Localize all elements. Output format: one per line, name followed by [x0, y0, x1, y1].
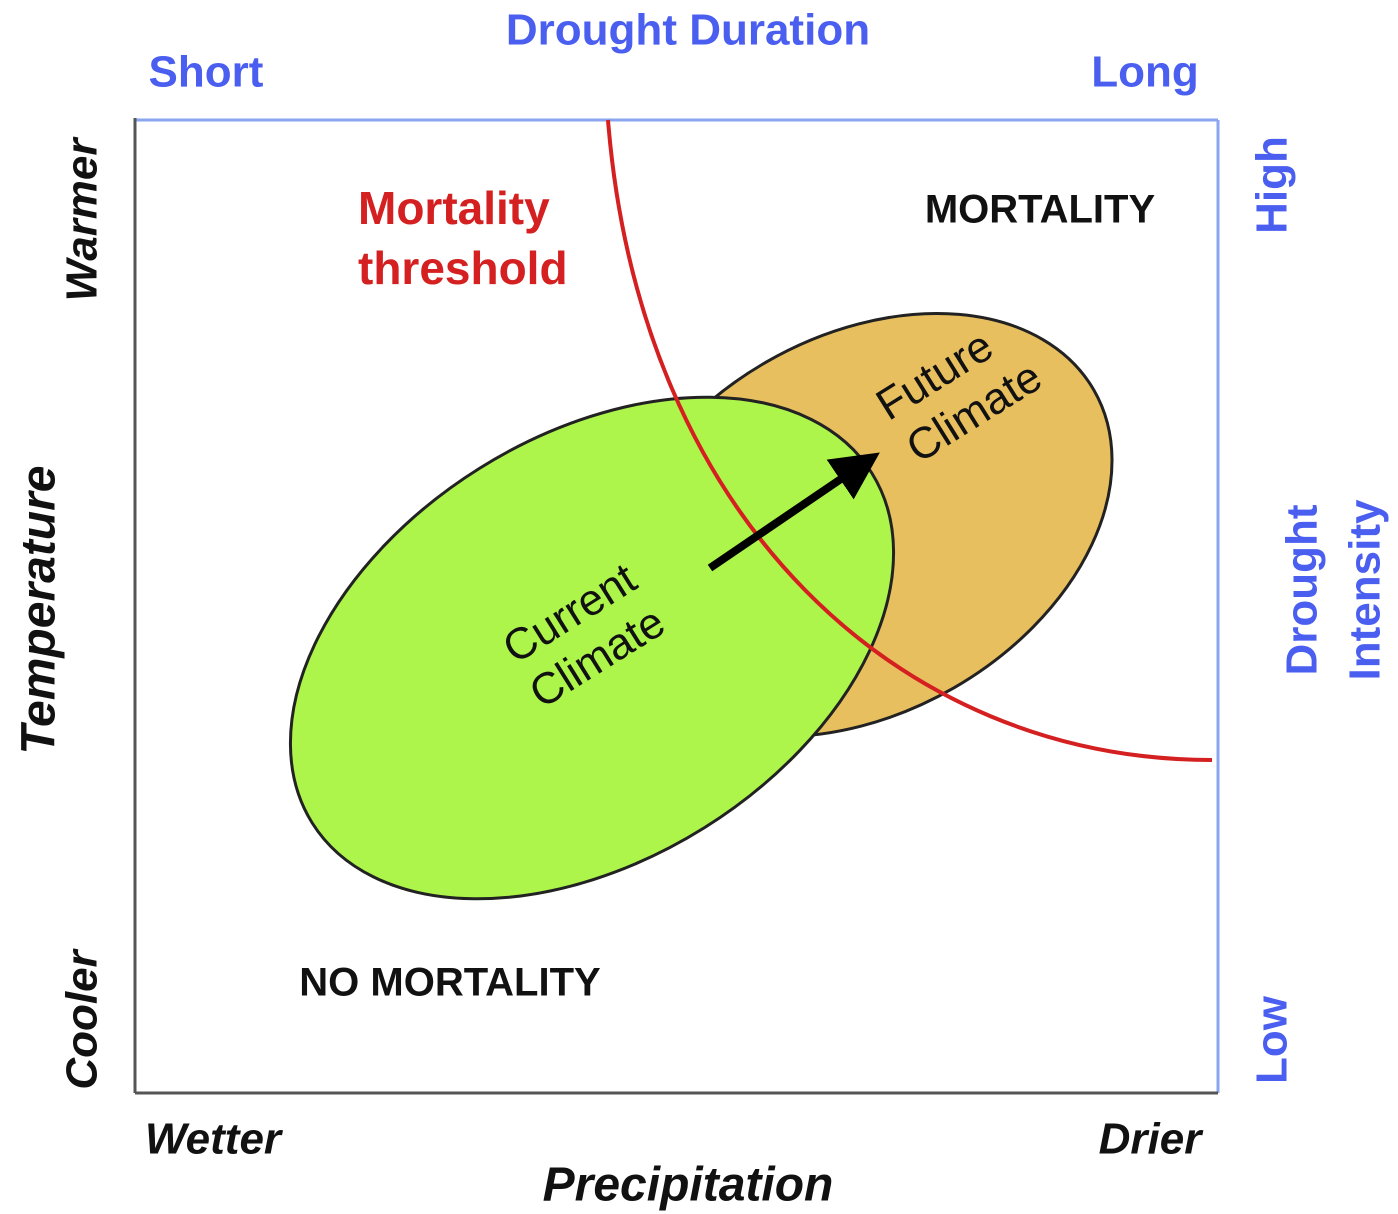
right-axis-title: Intensity [1341, 499, 1390, 680]
threshold-label: threshold [358, 242, 568, 294]
mortality-threshold-curve [606, 119, 1213, 762]
bottom-axis-title: Precipitation [543, 1159, 834, 1212]
right-axis-start: Low [1248, 995, 1297, 1084]
right-axis-end: High [1248, 136, 1297, 234]
top-axis-end: Long [1091, 48, 1199, 97]
threshold-label: Mortality [358, 182, 550, 234]
left-axis-end: Warmer [58, 136, 107, 302]
right-axis-title: Drought [1278, 504, 1327, 675]
bottom-axis-end: Drier [1099, 1115, 1205, 1164]
left-axis-start: Cooler [58, 947, 107, 1089]
top-axis-start: Short [149, 48, 264, 97]
left-axis-title: Temperature [13, 466, 66, 755]
bottom-axis-start: Wetter [145, 1115, 284, 1164]
shift-arrow [707, 452, 880, 572]
top-axis-title: Drought Duration [506, 6, 870, 55]
mortality-region-label: MORTALITY [925, 188, 1156, 232]
no-mortality-region-label: NO MORTALITY [299, 961, 601, 1005]
